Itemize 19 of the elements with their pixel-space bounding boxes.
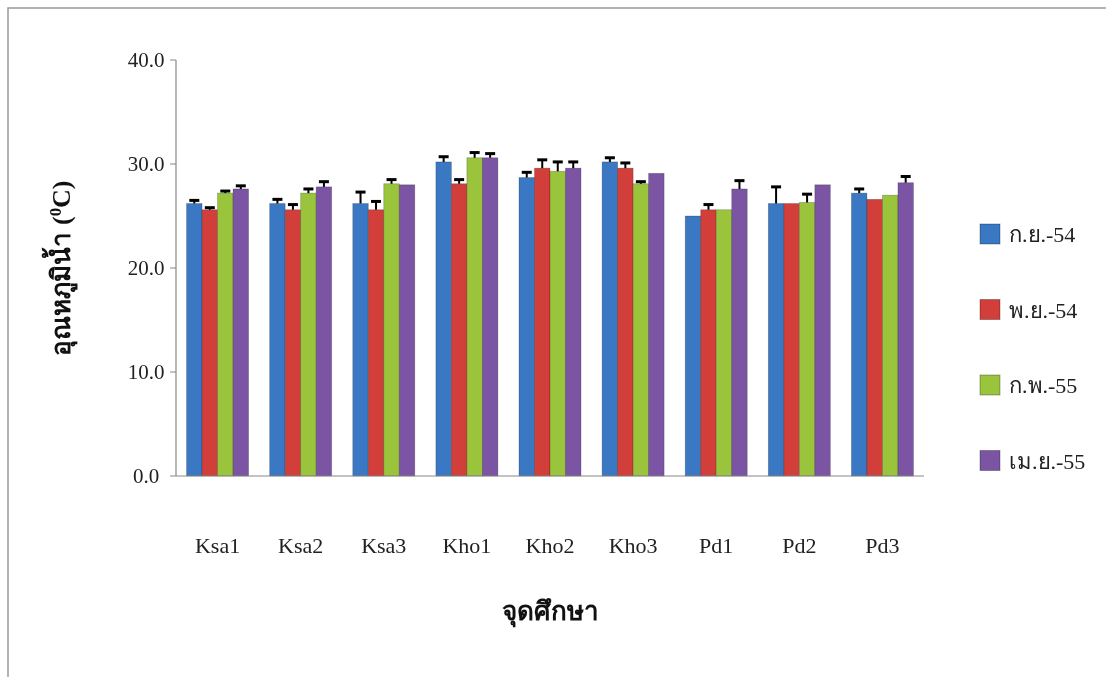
legend-label: พ.ย.-54: [1009, 297, 1078, 323]
x-tick-label: Ksa3: [361, 533, 407, 558]
x-tick-label: Ksa2: [278, 533, 324, 558]
legend-label: ก.พ.-55: [1009, 373, 1078, 398]
y-tick-label: 30.0: [127, 152, 165, 176]
x-tick-label: Pd3: [865, 533, 900, 558]
x-tick-label: Kho3: [608, 533, 658, 558]
x-tick-label: Ksa1: [194, 533, 241, 558]
y-tick-label: 20.0: [127, 256, 165, 280]
y-tick-label: 40.0: [127, 48, 165, 72]
legend-label: เม.ย.-55: [1009, 448, 1086, 474]
y-tick-label: 10.0: [127, 360, 165, 384]
x-tick-label: Pd2: [782, 533, 817, 558]
x-tick-label: Kho1: [442, 533, 492, 558]
x-tick-label: Kho2: [525, 533, 575, 558]
legend-label: ก.ย.-54: [1009, 222, 1076, 247]
y-tick-label: 0.0: [132, 464, 160, 488]
x-axis-title: จุดศึกษา: [501, 597, 599, 628]
x-tick-label: Pd1: [699, 533, 734, 558]
